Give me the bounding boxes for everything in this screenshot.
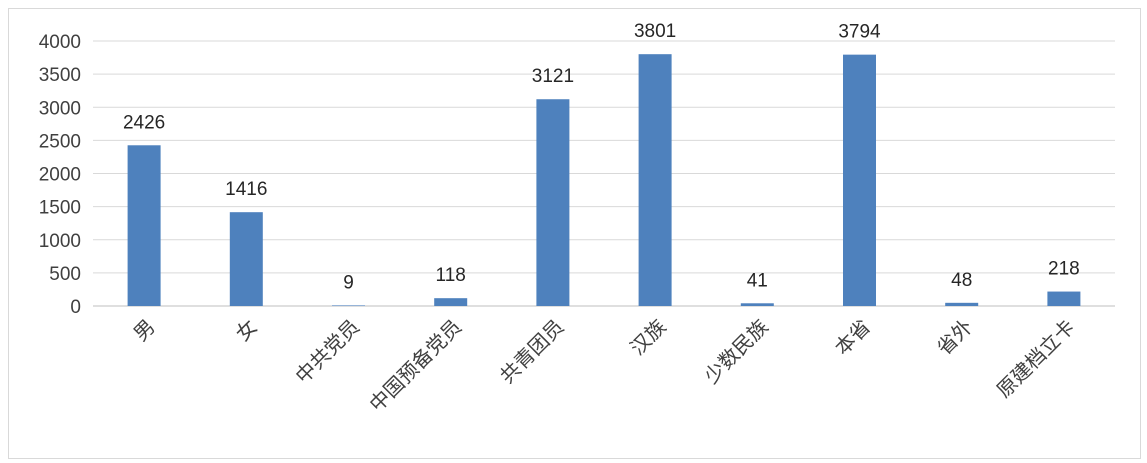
x-tick-label: 省外 xyxy=(932,315,977,360)
x-tick-label: 少数民族 xyxy=(699,315,773,389)
x-tick-label: 男 xyxy=(129,315,160,346)
data-label: 218 xyxy=(1048,259,1080,280)
data-label: 9 xyxy=(343,272,354,293)
chart-frame xyxy=(8,8,1141,459)
y-tick-label: 2500 xyxy=(39,131,81,152)
y-tick-label: 1500 xyxy=(39,198,81,219)
bar xyxy=(332,305,365,306)
y-tick-label: 1000 xyxy=(39,231,81,252)
data-label: 3121 xyxy=(532,66,574,87)
data-label: 3794 xyxy=(838,22,881,43)
y-tick-label: 4000 xyxy=(39,32,81,53)
y-tick-label: 2000 xyxy=(39,165,81,186)
data-label: 2426 xyxy=(123,112,165,133)
bar xyxy=(229,212,263,306)
bar xyxy=(1047,291,1081,306)
data-label: 41 xyxy=(747,270,768,291)
data-label: 118 xyxy=(436,265,466,286)
bar xyxy=(434,298,468,306)
x-tick-label: 中共党员 xyxy=(290,315,364,389)
data-label: 1416 xyxy=(225,179,267,200)
y-tick-label: 3500 xyxy=(39,65,81,86)
bar xyxy=(536,99,570,306)
y-tick-label: 0 xyxy=(70,297,81,318)
x-tick-label: 原建档立卡 xyxy=(992,315,1080,403)
y-tick-label: 3000 xyxy=(39,98,81,119)
bar xyxy=(843,54,876,307)
x-tick-label: 本省 xyxy=(830,315,875,360)
x-tick-label: 女 xyxy=(231,315,262,346)
data-label: 3801 xyxy=(634,21,676,42)
bar xyxy=(638,54,672,307)
x-tick-label: 共青团员 xyxy=(495,315,569,389)
y-tick-label: 500 xyxy=(49,264,81,285)
x-tick-label: 中国预备党员 xyxy=(364,315,466,417)
bar xyxy=(740,303,774,306)
data-label: 48 xyxy=(951,270,972,291)
bar xyxy=(945,302,979,306)
x-tick-label: 汉族 xyxy=(625,315,670,360)
bar xyxy=(127,145,161,306)
